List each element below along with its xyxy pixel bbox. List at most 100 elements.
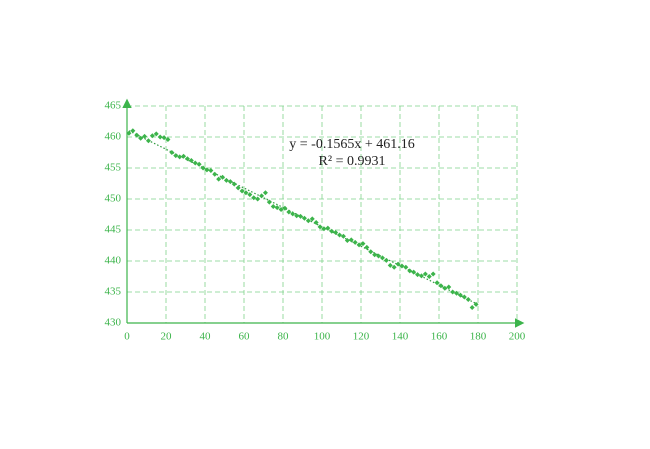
x-tick-label: 40 [200, 331, 212, 343]
r-squared: R² = 0.9931 [319, 154, 386, 169]
point [142, 133, 148, 139]
point [364, 244, 370, 250]
x-tick-label: 100 [314, 331, 331, 343]
x-tick-label: 60 [239, 331, 251, 343]
point [149, 133, 155, 139]
point [239, 188, 245, 194]
x-tick-label: 180 [470, 331, 487, 343]
point [446, 284, 452, 290]
x-tick-label: 20 [161, 331, 173, 343]
point [196, 161, 202, 167]
point [422, 271, 428, 277]
point [313, 220, 319, 226]
point [430, 271, 436, 277]
point [220, 174, 226, 180]
point [333, 229, 339, 235]
point [442, 285, 448, 291]
y-tick-label: 450 [105, 193, 122, 205]
point [337, 232, 343, 238]
point [415, 272, 421, 278]
point [278, 207, 284, 213]
point [227, 179, 233, 185]
point [231, 181, 237, 187]
point [216, 176, 222, 182]
point [352, 239, 358, 245]
point [282, 205, 288, 211]
point [259, 193, 265, 199]
point [360, 241, 366, 247]
point [270, 203, 276, 209]
point [391, 264, 397, 270]
point [372, 252, 378, 258]
point [262, 190, 268, 196]
point [438, 283, 444, 289]
point [348, 237, 354, 243]
point [426, 274, 432, 279]
point [181, 153, 187, 159]
point [134, 132, 140, 138]
point [469, 305, 475, 310]
point [274, 205, 280, 211]
point [294, 213, 300, 219]
point [138, 135, 144, 141]
point [368, 249, 374, 255]
point [376, 253, 382, 259]
point [286, 209, 292, 215]
x-tick-label: 0 [124, 331, 130, 343]
point [212, 171, 218, 177]
point [317, 224, 323, 230]
point [395, 261, 401, 267]
point [130, 128, 136, 134]
point [223, 177, 229, 183]
y-tick-label: 430 [105, 317, 122, 329]
point [321, 226, 327, 232]
point [177, 154, 183, 160]
point [325, 225, 331, 231]
point [403, 264, 409, 270]
point [161, 135, 167, 141]
y-tick-label: 455 [105, 162, 122, 174]
point [418, 273, 424, 279]
point [461, 294, 467, 300]
point [184, 156, 190, 162]
point [235, 185, 241, 191]
point [255, 196, 261, 202]
point [411, 269, 417, 275]
point [450, 289, 456, 295]
point [387, 262, 393, 268]
point [454, 290, 460, 296]
point [153, 131, 159, 137]
point [399, 263, 405, 269]
point [301, 215, 307, 221]
point [298, 213, 304, 219]
point [266, 199, 272, 205]
point [204, 167, 210, 173]
point [251, 195, 257, 201]
y-tick-label: 440 [105, 255, 122, 267]
x-tick-label: 140 [392, 331, 409, 343]
x-tick-label: 120 [353, 331, 370, 343]
point [165, 136, 171, 142]
point [173, 153, 179, 159]
point [344, 238, 350, 244]
point [457, 292, 463, 298]
x-tick-label: 160 [431, 331, 448, 343]
x-tick-label: 80 [278, 331, 290, 343]
point [243, 190, 249, 196]
point [208, 167, 214, 173]
equation: y = -0.1565x + 461.16 [289, 137, 414, 152]
point [383, 257, 389, 263]
point [329, 228, 335, 234]
point [188, 158, 194, 164]
point [407, 268, 413, 274]
y-tick-label: 435 [105, 286, 122, 298]
point [169, 150, 175, 155]
y-tick-label: 460 [105, 131, 122, 143]
x-tick-label: 200 [509, 331, 526, 343]
point [126, 130, 132, 136]
point [157, 134, 163, 140]
point [473, 301, 479, 307]
point [379, 255, 385, 261]
point [309, 216, 315, 222]
